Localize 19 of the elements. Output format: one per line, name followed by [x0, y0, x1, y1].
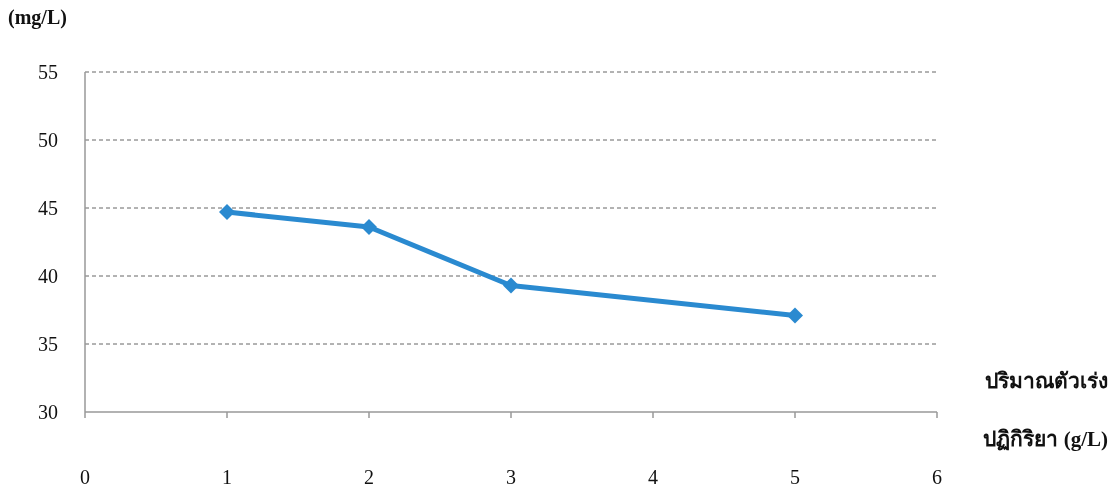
point — [787, 307, 803, 324]
point — [361, 219, 377, 236]
x-tick-label: 3 — [506, 466, 516, 488]
y-tick-label: 45 — [38, 197, 58, 219]
x-tick-label: 6 — [932, 466, 942, 488]
x-tick-label: 4 — [648, 466, 658, 488]
y-tick-label: 50 — [38, 129, 58, 151]
x-tick-label: 0 — [80, 466, 90, 488]
y-tick-label: 30 — [38, 401, 58, 423]
point — [503, 277, 519, 294]
x-tick-label: 1 — [222, 466, 232, 488]
point — [219, 204, 235, 221]
x-tick-label: 2 — [364, 466, 374, 488]
y-tick-label: 35 — [38, 333, 58, 355]
y-axis-title: (mg/L) — [8, 6, 67, 29]
y-tick-label: 55 — [38, 61, 58, 83]
x-tick-label: 5 — [790, 466, 800, 488]
xlabel: ปริมาณตัวเร่งปฏิกิริยา (g/L) — [982, 368, 1108, 453]
y-tick-label: 40 — [38, 265, 58, 287]
